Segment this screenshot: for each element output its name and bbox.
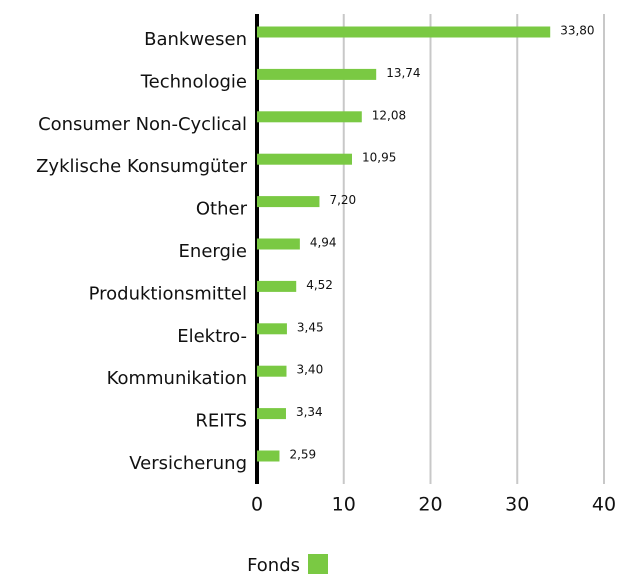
y-tick-label: Produktionsmittel <box>89 283 247 304</box>
bar <box>257 365 287 377</box>
value-label: 2,59 <box>289 448 316 462</box>
y-tick-label: Bankwesen <box>144 29 247 50</box>
value-label: 3,34 <box>296 405 323 419</box>
y-tick-label: Kommunikation <box>107 368 247 389</box>
y-tick-label: Other <box>196 199 248 220</box>
value-label: 4,52 <box>306 278 333 292</box>
value-label: 33,80 <box>560 24 594 38</box>
bar <box>257 111 362 123</box>
value-label: 4,94 <box>310 236 337 250</box>
x-tick-label: 10 <box>332 494 356 516</box>
y-tick-label: Zyklische Konsumgüter <box>36 156 248 177</box>
y-tick-label: Technologie <box>140 71 247 92</box>
value-label: 7,20 <box>329 193 356 207</box>
y-tick-label: Energie <box>179 241 247 262</box>
x-tick-label: 30 <box>505 494 529 516</box>
value-label: 12,08 <box>372 108 406 122</box>
x-tick-label: 40 <box>592 494 616 516</box>
value-label: 3,40 <box>296 363 323 377</box>
value-label: 13,74 <box>386 66 420 80</box>
value-label: 3,45 <box>297 320 324 334</box>
bar <box>257 280 297 292</box>
x-tick-label: 0 <box>251 494 263 516</box>
bar <box>257 408 286 420</box>
bar <box>257 323 287 335</box>
y-tick-label: Versicherung <box>129 453 247 474</box>
value-label: 10,95 <box>362 151 396 165</box>
bar <box>257 196 320 208</box>
bar <box>257 238 300 250</box>
y-tick-label: REITS <box>195 411 247 432</box>
bar <box>257 153 352 165</box>
y-tick-label: Consumer Non-Cyclical <box>38 114 247 135</box>
bar <box>257 68 377 80</box>
bar <box>257 26 551 38</box>
y-tick-label: Elektro- <box>177 326 247 347</box>
legend-label: Fonds <box>247 555 300 576</box>
legend-swatch <box>308 554 328 574</box>
x-tick-label: 20 <box>418 494 442 516</box>
bar <box>257 450 280 462</box>
